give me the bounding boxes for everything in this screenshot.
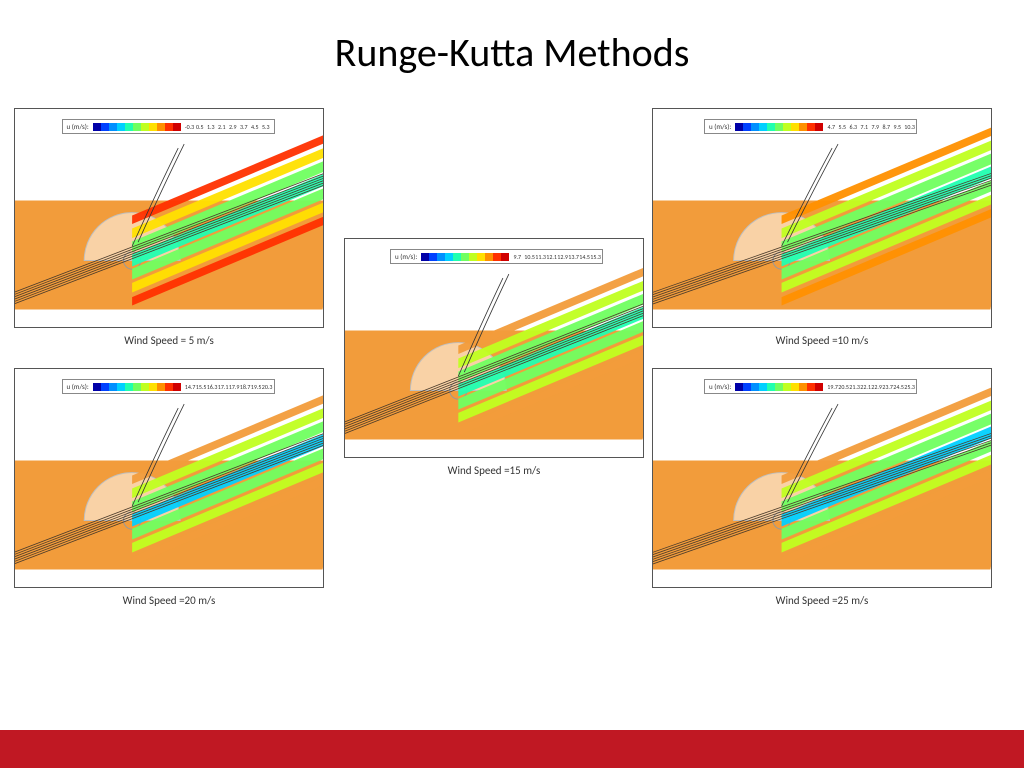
panel-caption: Wind Speed =10 m/s	[653, 334, 991, 347]
legend-variable-label: u (m/s):	[709, 382, 731, 391]
panel-caption: Wind Speed = 5 m/s	[15, 334, 323, 347]
legend: u (m/s): 19.720.521.322.122.923.724.525.3	[704, 379, 917, 394]
accent-bar	[0, 730, 1024, 768]
flow-plot	[653, 369, 991, 587]
legend: u (m/s): 4.75.56.37.17.98.79.510.3	[704, 119, 917, 134]
colorbar	[735, 123, 823, 131]
legend-variable-label: u (m/s):	[67, 122, 89, 131]
cfd-panel-p10: u (m/s):4.75.56.37.17.98.79.510.3Wind Sp…	[652, 108, 992, 328]
colorbar	[735, 383, 823, 391]
panel-caption: Wind Speed =15 m/s	[345, 464, 643, 477]
legend-variable-label: u (m/s):	[67, 382, 89, 391]
flow-plot	[345, 239, 643, 457]
cfd-panel-p20: u (m/s): 14.715.516.317.117.918.719.520.3…	[14, 368, 324, 588]
colorbar	[93, 123, 181, 131]
colorbar	[93, 383, 181, 391]
flow-plot	[653, 109, 991, 327]
cfd-panel-p15: u (m/s):9.710.511.312.112.913.714.515.3W…	[344, 238, 644, 458]
legend-ticks: 14.715.516.317.117.918.719.520.3	[185, 383, 270, 391]
legend-variable-label: u (m/s):	[709, 122, 731, 131]
legend-ticks: 9.710.511.312.112.913.714.515.3	[513, 253, 598, 261]
colorbar	[421, 253, 509, 261]
cfd-panel-p5: u (m/s):-0.30.51.32.12.93.74.55.3Wind Sp…	[14, 108, 324, 328]
legend-ticks: -0.30.51.32.12.93.74.55.3	[185, 123, 270, 131]
cfd-panel-p25: u (m/s): 19.720.521.322.122.923.724.525.3…	[652, 368, 992, 588]
slide-title: Runge-Kutta Methods	[0, 0, 1024, 77]
legend-variable-label: u (m/s):	[395, 252, 417, 261]
legend: u (m/s): 14.715.516.317.117.918.719.520.3	[62, 379, 275, 394]
flow-plot	[15, 369, 323, 587]
flow-plot	[15, 109, 323, 327]
panel-caption: Wind Speed =25 m/s	[653, 594, 991, 607]
panels-container: u (m/s): -0.30.51.32.12.93.74.55.3 Wind Sp…	[0, 108, 1024, 728]
legend-ticks: 4.75.56.37.17.98.79.510.3	[827, 123, 912, 131]
legend: u (m/s): -0.30.51.32.12.93.74.55.3	[62, 119, 275, 134]
legend: u (m/s): 9.710.511.312.112.913.714.515.3	[390, 249, 603, 264]
legend-ticks: 19.720.521.322.122.923.724.525.3	[827, 383, 912, 391]
panel-caption: Wind Speed =20 m/s	[15, 594, 323, 607]
